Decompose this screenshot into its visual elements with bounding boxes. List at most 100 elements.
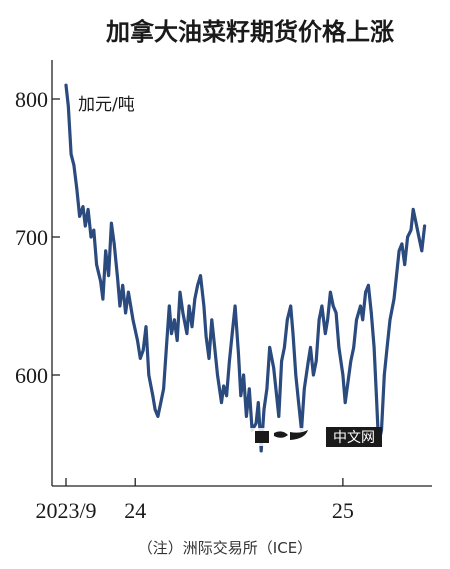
series-point [233, 304, 237, 308]
series-point [289, 304, 293, 308]
series-point [222, 384, 226, 388]
series-point [400, 242, 404, 246]
series-point [320, 304, 324, 308]
series-point [372, 346, 376, 349]
series-point [283, 346, 286, 349]
series-point [256, 401, 260, 404]
series-point [352, 346, 356, 349]
series-point [309, 346, 312, 349]
series-point [349, 359, 353, 363]
chart-title: 加拿大油菜籽期货价格上涨 [106, 18, 394, 46]
series-point [193, 297, 197, 301]
series-point [156, 415, 160, 418]
x-ticks: 2023/9 24 25 [35, 478, 354, 523]
series-point [165, 346, 168, 349]
series-point [312, 373, 315, 377]
series-point [277, 415, 281, 418]
series-point [331, 304, 335, 308]
series-point [144, 325, 148, 329]
watermark: 中文网 [249, 427, 382, 447]
series-point [262, 408, 266, 411]
series-point [245, 415, 248, 418]
series-point [162, 387, 166, 391]
series-point [225, 394, 229, 398]
series-point [147, 373, 151, 377]
series-point [291, 332, 295, 335]
series-point [361, 318, 365, 322]
series-point [202, 304, 206, 308]
series-point [185, 332, 189, 335]
series-point [112, 242, 116, 246]
series-point [118, 304, 122, 308]
series-point [346, 380, 350, 384]
series-point [170, 332, 173, 335]
series-point [259, 449, 263, 453]
series-point [107, 274, 110, 277]
x-tick-label: 25 [332, 498, 354, 523]
watermark-text: 中文网 [333, 430, 375, 446]
series-point [306, 359, 310, 363]
series-point [388, 318, 392, 322]
series-point [178, 290, 182, 294]
series-point [285, 318, 289, 322]
series-point [382, 373, 386, 377]
series-point [167, 304, 171, 308]
series-point [239, 394, 243, 398]
series-point [75, 187, 79, 191]
series-group [64, 83, 427, 453]
series-point [423, 224, 426, 228]
series-point [302, 387, 306, 391]
series-point [265, 387, 269, 391]
series-point [237, 352, 240, 356]
series-point [204, 335, 208, 338]
series-point [375, 394, 378, 398]
series-point [397, 249, 401, 253]
series-point [138, 357, 142, 360]
series-point [175, 339, 179, 342]
series-point [334, 311, 338, 315]
series-point [92, 228, 96, 232]
series-point [99, 279, 102, 283]
series-point [153, 408, 157, 411]
series-point [394, 277, 398, 280]
y-tick-label: 600 [15, 363, 48, 388]
series-point [247, 387, 251, 391]
series-point [187, 304, 191, 308]
series-point [110, 221, 113, 225]
series-point [329, 290, 332, 294]
series-point [101, 297, 105, 301]
series-point [417, 235, 421, 239]
series-point [116, 277, 119, 280]
series-point [95, 263, 98, 266]
watermark-badge [326, 427, 382, 447]
series-point [89, 235, 93, 239]
series-point [242, 373, 246, 377]
series-point [86, 208, 90, 211]
series-point [323, 332, 327, 335]
series-point [403, 263, 407, 266]
series-point [136, 339, 139, 342]
series-point [392, 297, 396, 301]
series-point [359, 304, 362, 308]
series-point [414, 221, 418, 225]
series-point [254, 421, 258, 425]
series-point [274, 387, 278, 391]
series-point [64, 83, 68, 87]
series-point [207, 357, 211, 360]
series-point [406, 235, 409, 239]
series-point [317, 318, 321, 322]
series-point [72, 163, 76, 167]
series-point [83, 224, 87, 228]
series-point [343, 401, 347, 404]
series-point [199, 274, 202, 277]
series-point [409, 228, 413, 232]
series-point [220, 401, 223, 404]
series-point [126, 290, 130, 294]
series-point [151, 394, 155, 398]
series-point [294, 373, 298, 377]
series-point [141, 348, 145, 352]
series-point [268, 346, 272, 349]
series-point [369, 311, 373, 315]
watermark-logo-icon [255, 431, 269, 443]
